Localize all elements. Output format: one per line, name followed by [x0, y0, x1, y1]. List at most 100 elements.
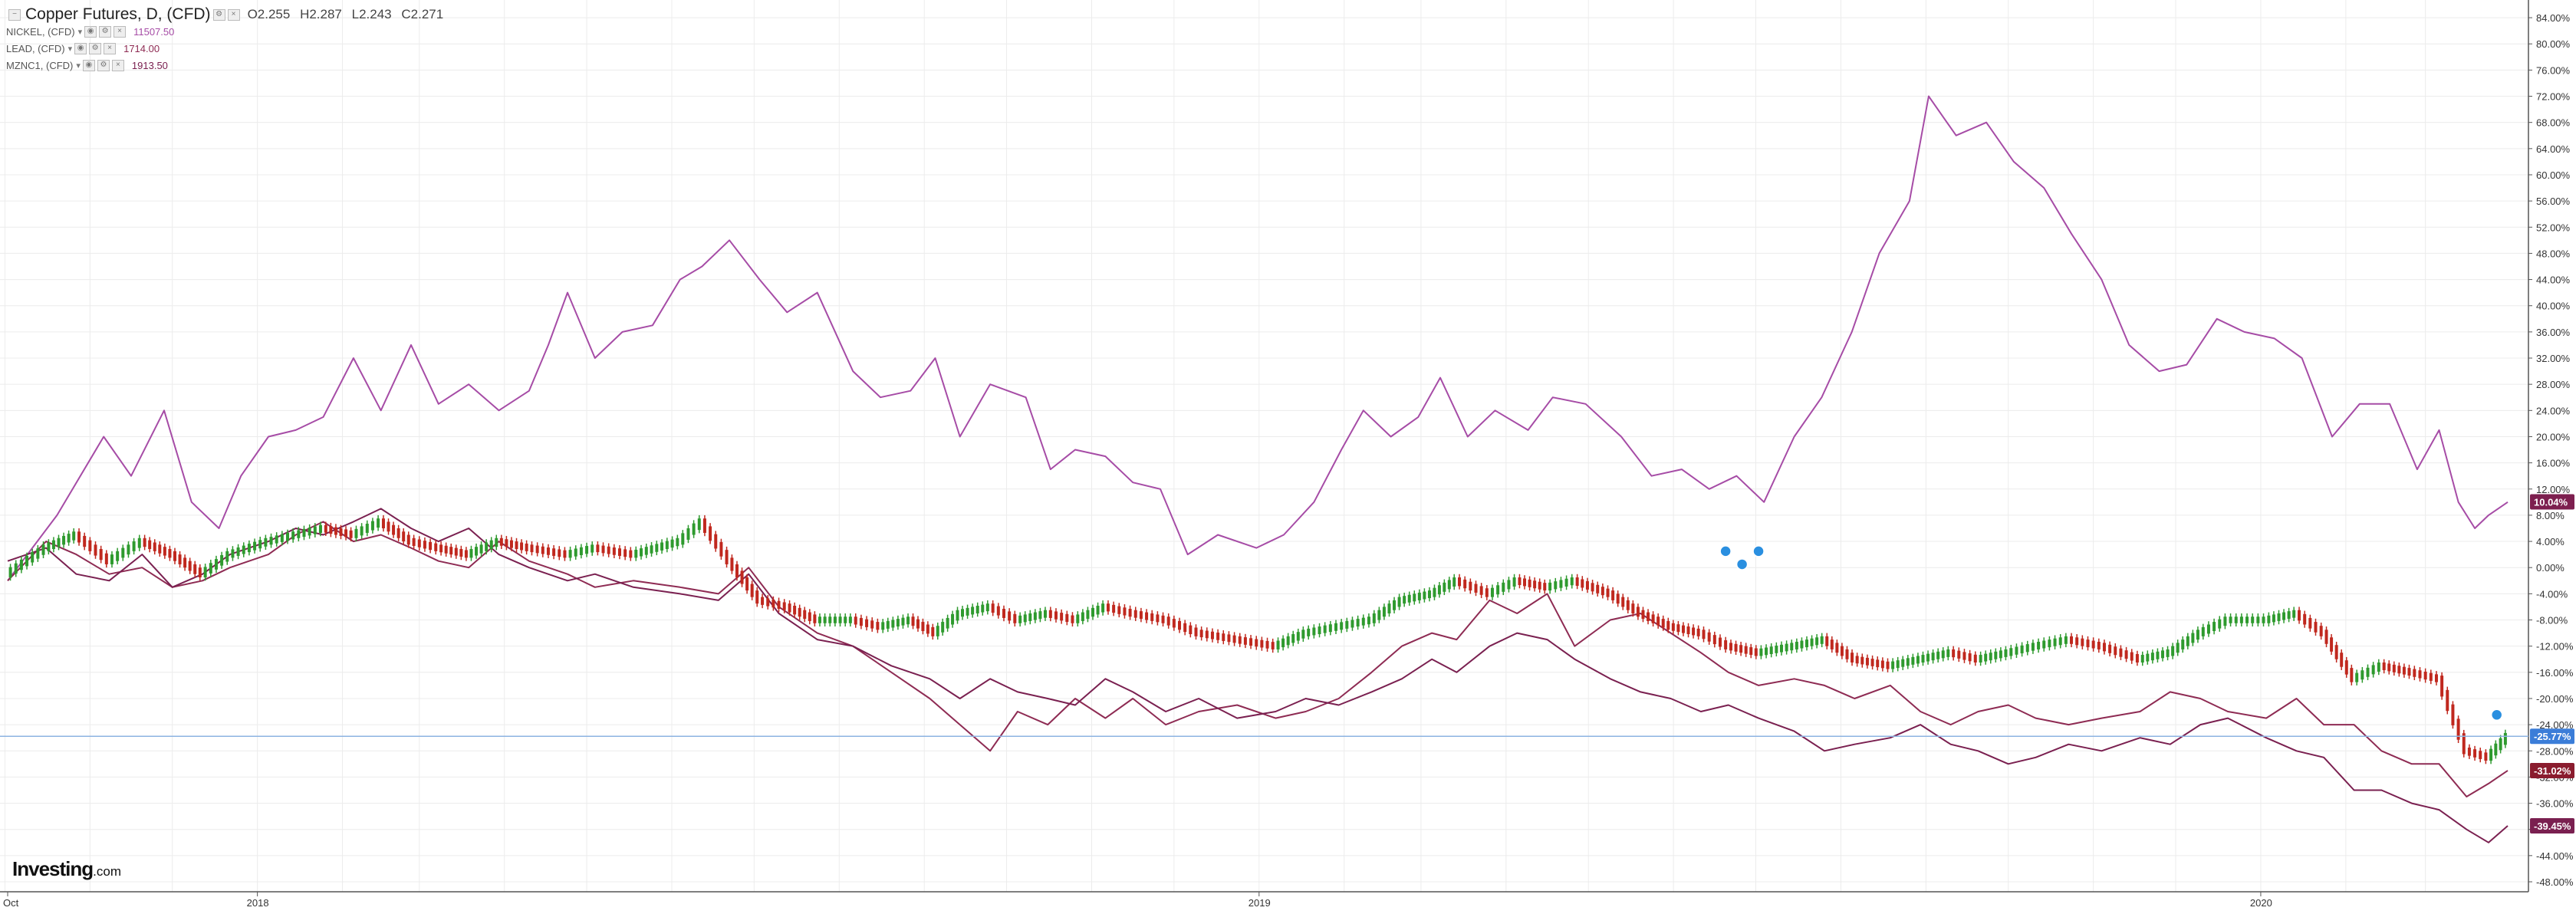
copper-bar [719, 541, 723, 557]
copper-bar [2156, 651, 2160, 659]
settings-icon[interactable]: ⚙ [97, 59, 110, 71]
eye-icon[interactable]: ◉ [82, 59, 95, 71]
y-tick-label: -48.00% [2536, 876, 2574, 888]
y-tick-label: 44.00% [2536, 275, 2571, 286]
copper-bar [585, 546, 589, 554]
copper-bar [2140, 655, 2144, 662]
copper-bar [2075, 637, 2079, 646]
copper-bar [153, 542, 156, 551]
chevron-down-icon[interactable]: ▾ [67, 44, 73, 54]
copper-bar [2494, 743, 2498, 756]
copper-bar [2451, 704, 2455, 725]
copper-bar [1979, 655, 1982, 662]
copper-bar [2015, 646, 2018, 655]
copper-bar [417, 539, 421, 547]
copper-bar [865, 619, 869, 627]
copper-bar [1161, 615, 1165, 623]
copper-bar [525, 543, 528, 551]
collapse-icon[interactable]: − [8, 8, 21, 21]
copper-bar [515, 541, 518, 550]
y-tick-label: 48.00% [2536, 248, 2571, 259]
chevron-down-icon[interactable]: ▾ [76, 61, 81, 71]
copper-bar [19, 559, 23, 570]
legend-item-zinc[interactable]: MZNC1, (CFD) ▾ ◉ ⚙ × 1913.50 [6, 57, 449, 74]
copper-bar [623, 549, 627, 557]
copper-bar [2176, 643, 2180, 653]
close-icon[interactable]: × [114, 25, 127, 38]
copper-bar [1377, 610, 1381, 620]
legend-item-lead[interactable]: LEAD, (CFD) ▾ ◉ ⚙ × 1714.00 [6, 40, 449, 57]
eye-icon[interactable]: ◉ [84, 25, 97, 38]
copper-bar [2135, 654, 2139, 662]
copper-bar [766, 598, 770, 607]
copper-bar [1038, 611, 1042, 620]
close-icon[interactable]: × [104, 42, 117, 54]
copper-bar [1765, 647, 1768, 656]
copper-bar [1616, 593, 1620, 604]
copper-bar [1591, 583, 1594, 592]
copper-bar [2429, 672, 2433, 681]
event-marker-icon [2490, 709, 2503, 722]
copper-bar [2251, 616, 2255, 623]
copper-bar [1043, 610, 1047, 618]
copper-bar [838, 616, 842, 623]
copper-bar [1825, 636, 1829, 646]
copper-bar [1008, 611, 1012, 621]
copper-bar [640, 548, 643, 557]
copper-bar [2456, 718, 2460, 740]
copper-bar [334, 527, 337, 535]
copper-bar [2407, 668, 2411, 676]
investing-logo: Investing.com [12, 857, 121, 881]
settings-icon[interactable]: ⚙ [99, 25, 112, 38]
copper-bar [2212, 622, 2216, 632]
chevron-down-icon[interactable]: ▾ [77, 27, 83, 37]
legend-item-value: 1714.00 [123, 42, 160, 54]
copper-bar [793, 606, 797, 615]
copper-bar [1178, 620, 1182, 630]
x-axis: Oct 2018 2019 2020 [3, 892, 2272, 909]
copper-bar [681, 533, 685, 545]
copper-bar [591, 544, 594, 553]
copper-bar [2102, 643, 2106, 652]
copper-bar [1485, 588, 1489, 597]
y-tick-label: 36.00% [2536, 327, 2571, 338]
copper-bar [2479, 751, 2482, 759]
copper-bar [911, 616, 915, 626]
copper-bar [906, 616, 910, 625]
event-marker-icon [1719, 545, 1732, 557]
copper-bar [1081, 612, 1084, 621]
copper-bar [2324, 630, 2328, 644]
eye-icon[interactable]: ◉ [74, 42, 87, 54]
close-icon[interactable]: × [227, 8, 240, 21]
copper-bar [601, 545, 605, 554]
copper-bar [833, 616, 837, 623]
copper-bar [670, 539, 674, 548]
copper-bar [535, 545, 539, 554]
legend-item-nickel[interactable]: NICKEL, (CFD) ▾ ◉ ⚙ × 11507.50 [6, 23, 449, 40]
settings-icon[interactable]: ⚙ [89, 42, 102, 54]
copper-bar [143, 538, 146, 547]
copper-bar [823, 616, 827, 623]
copper-bar [1286, 636, 1290, 646]
price-badge [2530, 728, 2574, 745]
copper-bar [1671, 623, 1675, 631]
close-icon[interactable]: × [111, 59, 124, 71]
copper-bar [2371, 665, 2375, 675]
copper-bar [220, 554, 224, 566]
copper-bar [2272, 614, 2275, 623]
copper-bar [1427, 590, 1431, 599]
settings-icon[interactable]: ⚙ [212, 8, 225, 21]
copper-bar [655, 544, 659, 552]
copper-bar [14, 563, 18, 574]
copper-bar [1886, 661, 1890, 669]
copper-bar [1407, 594, 1411, 603]
copper-bars [8, 515, 2507, 764]
copper-bar [1183, 623, 1187, 633]
copper-bar [1805, 639, 1808, 648]
copper-bar [926, 624, 929, 634]
copper-bar [686, 528, 690, 540]
high-value: H2.287 [300, 7, 342, 21]
copper-bar [2020, 645, 2024, 654]
copper-bar [2196, 630, 2199, 640]
